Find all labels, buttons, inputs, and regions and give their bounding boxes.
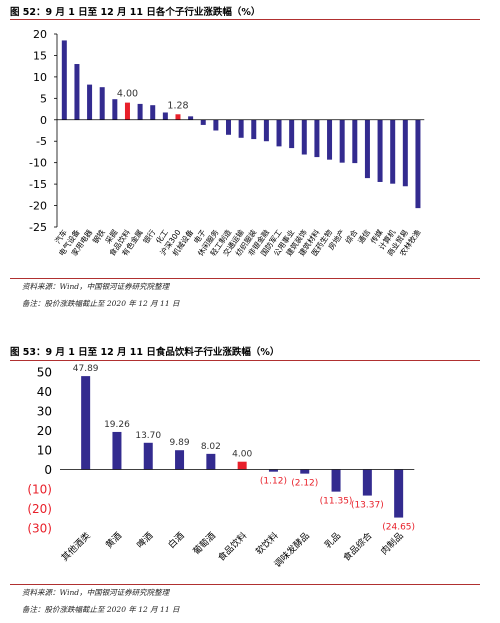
data-label-5: 4.00 xyxy=(232,450,252,460)
bar-7 xyxy=(300,469,310,474)
figure-53-top-rule xyxy=(10,360,480,361)
y-tick-label: 20 xyxy=(33,28,47,41)
category-label-3: 钢铁 xyxy=(90,227,107,245)
y-tick-label: 10 xyxy=(37,444,52,458)
figure-53-bottom-rule xyxy=(10,584,480,585)
y-tick-label: (20) xyxy=(27,502,52,516)
bar-3 xyxy=(175,450,185,470)
bar-10 xyxy=(188,116,194,120)
bar-11 xyxy=(200,119,206,125)
figure-52-source: 资料来源：Wind，中国银河证券研究院整理 xyxy=(22,282,170,291)
bar-14 xyxy=(238,119,244,138)
data-label-8: (11.35) xyxy=(320,497,353,507)
bar-13 xyxy=(226,119,232,135)
y-tick-label: -25 xyxy=(29,221,47,234)
figure-52-top-rule xyxy=(10,19,480,20)
bar-9 xyxy=(175,114,181,120)
bar-20 xyxy=(314,119,320,158)
data-label-9: (13.37) xyxy=(351,501,384,511)
food-beverage-returns-chart: 50 40 30 20 10 0 (10) (20) (30) 47.89 其他酒类 19.26 黄酒 1… xyxy=(27,364,415,570)
figure-52-bottom-rule xyxy=(10,278,480,279)
bar-3 xyxy=(99,87,105,120)
bar-4 xyxy=(112,99,118,120)
y-tick-label: -15 xyxy=(29,178,47,191)
bar-12 xyxy=(213,119,219,131)
bar-27 xyxy=(402,119,408,187)
bar-21 xyxy=(327,119,333,160)
y-tick-label: 0 xyxy=(44,463,52,477)
category-label-6: 软饮料 xyxy=(253,530,281,558)
y-tick-label: -20 xyxy=(29,200,47,213)
bar-8 xyxy=(331,469,341,492)
category-label-8: 乳品 xyxy=(322,530,343,551)
bar-18 xyxy=(289,119,295,149)
bar-25 xyxy=(377,119,383,182)
y-tick-label: (10) xyxy=(27,483,52,497)
bar-6 xyxy=(137,103,143,120)
category-label-2: 啤酒 xyxy=(134,530,155,551)
bar-24 xyxy=(364,119,370,179)
bar-7 xyxy=(150,105,156,120)
y-tick-label: 5 xyxy=(40,92,47,105)
bar-10 xyxy=(394,469,404,518)
figure-52-title: 图 52：9 月 1 日至 12 月 11 日各个子行业涨跌幅（%） xyxy=(10,7,261,18)
data-label-2: 13.70 xyxy=(135,431,161,441)
bar-1 xyxy=(74,64,80,120)
data-label-0: 4.00 xyxy=(117,89,138,100)
bar-28 xyxy=(415,119,421,209)
data-label-4: 8.02 xyxy=(201,442,221,452)
bar-5 xyxy=(124,102,130,120)
y-tick-label: 20 xyxy=(37,424,52,438)
figure-53-remark: 备注：股价涨跌幅截止至 2020 年 12 月 11 日 xyxy=(22,605,180,614)
y-tick-label: 40 xyxy=(37,385,52,399)
category-label-1: 黄酒 xyxy=(103,530,124,551)
category-label-10: 肉制品 xyxy=(378,530,406,558)
category-label-0: 其他酒类 xyxy=(59,530,93,564)
figure-53-source: 资料来源：Wind，中国银河证券研究院整理 xyxy=(22,588,170,597)
category-label-7: 银行 xyxy=(141,227,158,245)
y-tick-label: (30) xyxy=(27,522,52,536)
y-tick-label: 30 xyxy=(37,405,52,419)
bar-6 xyxy=(268,469,278,472)
industry-returns-chart: 20151050-5-10-15-20-25汽车电气设备家用电器钢铁采掘食品饮料… xyxy=(29,28,425,258)
bar-16 xyxy=(263,119,269,142)
bar-5 xyxy=(237,461,247,470)
bar-2 xyxy=(87,84,93,120)
bar-17 xyxy=(276,119,282,147)
figure-53-title: 图 53：9 月 1 日至 12 月 11 日食品饮料子行业涨跌幅（%） xyxy=(10,347,280,358)
bar-22 xyxy=(339,119,345,163)
y-tick-label: -5 xyxy=(36,135,47,148)
bar-9 xyxy=(362,469,372,496)
bar-2 xyxy=(143,442,153,470)
data-label-1: 19.26 xyxy=(104,420,130,430)
bar-26 xyxy=(390,119,396,184)
bar-1 xyxy=(112,431,122,470)
data-label-3: 9.89 xyxy=(170,438,190,448)
bar-15 xyxy=(251,119,257,140)
category-label-9: 食品综合 xyxy=(341,530,375,564)
figure-52-remark: 备注：股价涨跌幅截止至 2020 年 12 月 11 日 xyxy=(22,299,180,308)
bar-4 xyxy=(206,453,216,470)
bar-8 xyxy=(162,112,168,120)
bar-0 xyxy=(61,40,67,120)
data-label-6: (1.12) xyxy=(260,477,287,487)
y-tick-label: 0 xyxy=(40,114,47,127)
category-label-4: 葡萄酒 xyxy=(190,530,218,558)
category-label-3: 白酒 xyxy=(165,530,186,551)
category-label-5: 食品饮料 xyxy=(215,530,249,564)
y-tick-label: -10 xyxy=(29,157,47,170)
bar-19 xyxy=(301,119,307,155)
category-label-23: 综合 xyxy=(343,227,360,245)
y-tick-label: 15 xyxy=(33,49,47,62)
y-tick-label: 50 xyxy=(37,366,52,380)
category-label-24: 通信 xyxy=(355,227,372,245)
y-tick-label: 10 xyxy=(33,71,47,84)
bar-0 xyxy=(81,376,91,470)
bar-23 xyxy=(352,119,358,164)
data-label-1: 1.28 xyxy=(167,100,188,111)
data-label-10: (24.65) xyxy=(382,523,415,533)
data-label-7: (2.12) xyxy=(291,479,318,489)
data-label-0: 47.89 xyxy=(73,364,99,374)
